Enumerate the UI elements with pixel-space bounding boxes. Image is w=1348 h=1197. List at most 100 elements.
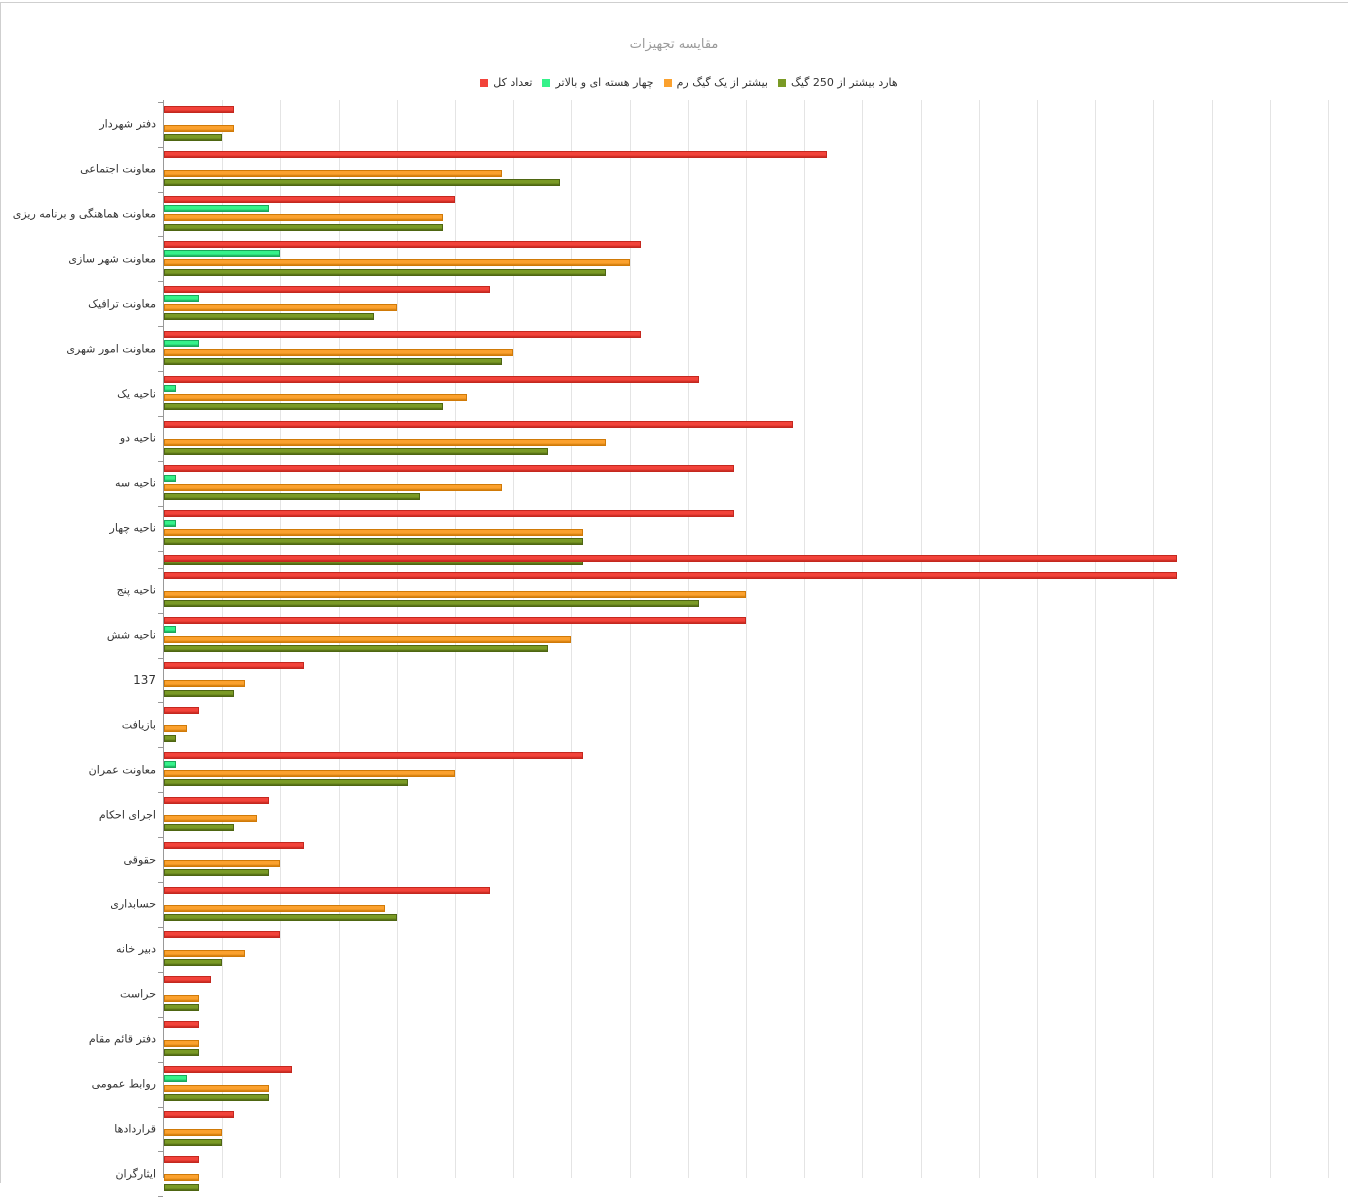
- legend-item-ram[interactable]: بیشتر از یک گیگ رم: [663, 76, 768, 89]
- bar-series-2[interactable]: [164, 394, 467, 401]
- bar-series-0[interactable]: [164, 465, 735, 473]
- bar-series-3[interactable]: [164, 268, 607, 276]
- bar-series-2[interactable]: [164, 815, 258, 823]
- bar-series-3[interactable]: [164, 599, 700, 607]
- bar-series-0[interactable]: [164, 375, 700, 383]
- bar-series-2[interactable]: [164, 590, 746, 598]
- bar-series-3[interactable]: [164, 824, 234, 832]
- legend-item-quad-core[interactable]: چهار هسته ای و بالاتر: [542, 76, 654, 89]
- bar-series-2[interactable]: [164, 860, 281, 867]
- legend: تعداد کل چهار هسته ای و بالاتر بیشتر از …: [0, 76, 1348, 89]
- axis-tick: [158, 550, 163, 552]
- bar-series-0[interactable]: [164, 886, 490, 894]
- bar-series-0[interactable]: [164, 196, 455, 203]
- bar-series-1[interactable]: [164, 205, 269, 213]
- bar-series-2[interactable]: [164, 1129, 223, 1137]
- bar-series-1[interactable]: [164, 474, 176, 482]
- bar-series-2[interactable]: [164, 770, 455, 778]
- bar-series-1[interactable]: [164, 250, 281, 258]
- bar-series-0[interactable]: [164, 751, 584, 759]
- bar-series-2[interactable]: [164, 259, 630, 267]
- bar-series-1[interactable]: [164, 295, 199, 302]
- bar-series-3[interactable]: [164, 223, 444, 231]
- bar-series-2[interactable]: [164, 994, 199, 1002]
- bar-series-3[interactable]: [164, 1183, 199, 1191]
- bar-series-0[interactable]: [164, 572, 1177, 580]
- legend-item-total[interactable]: تعداد کل: [480, 76, 532, 89]
- bar-series-0[interactable]: [164, 931, 281, 939]
- bar-series-1[interactable]: [164, 339, 199, 347]
- bar-series-2[interactable]: [164, 1084, 269, 1092]
- bar-series-3[interactable]: [164, 178, 560, 186]
- bar-series-0[interactable]: [164, 330, 642, 338]
- bar-series-0[interactable]: [164, 420, 793, 428]
- bar-series-0[interactable]: [164, 106, 234, 114]
- axis-tick: [158, 1106, 163, 1108]
- bar-series-0[interactable]: [164, 1021, 199, 1029]
- bar-series-3[interactable]: [164, 358, 502, 366]
- axis-tick: [158, 236, 163, 238]
- bar-series-1[interactable]: [164, 626, 176, 634]
- bar-series-0[interactable]: [164, 240, 642, 248]
- bar-series-2[interactable]: [164, 214, 444, 222]
- axis-tick: [158, 567, 163, 569]
- bar-series-2[interactable]: [164, 349, 514, 357]
- gridline: [1269, 100, 1271, 1178]
- bar-series-0[interactable]: [164, 796, 269, 804]
- bar-series-1[interactable]: [164, 761, 176, 768]
- bar-series-0[interactable]: [164, 1066, 293, 1074]
- bar-series-2[interactable]: [164, 949, 246, 957]
- bar-series-2[interactable]: [164, 1039, 199, 1047]
- bar-series-2[interactable]: [164, 635, 572, 643]
- legend-label: هارد بیشتر از 250 گیگ: [790, 76, 898, 89]
- bar-series-3[interactable]: [164, 403, 444, 411]
- bar-series-0[interactable]: [164, 151, 828, 159]
- bar-series-0[interactable]: [164, 662, 304, 669]
- bar-series-3[interactable]: [164, 779, 409, 787]
- bar-series-0[interactable]: [164, 841, 304, 849]
- bar-series-2[interactable]: [164, 528, 584, 536]
- bar-series-3[interactable]: [164, 869, 269, 877]
- bar-series-1[interactable]: [164, 519, 176, 527]
- bar-series-3[interactable]: [164, 1093, 269, 1101]
- bar-series-2[interactable]: [164, 169, 502, 177]
- bar-series-0[interactable]: [164, 285, 490, 293]
- axis-tick: [158, 1061, 163, 1063]
- bar-series-3[interactable]: [164, 1048, 199, 1056]
- bar-series-1[interactable]: [164, 1075, 188, 1083]
- category-label: ناحیه پنج: [116, 583, 156, 597]
- bar-series-3[interactable]: [164, 493, 421, 500]
- bar-series-3[interactable]: [164, 914, 397, 922]
- bar-artifact[interactable]: [164, 555, 1177, 563]
- bar-series-3[interactable]: [164, 734, 176, 742]
- legend-swatch-icon: [777, 78, 786, 87]
- legend-item-hdd[interactable]: هارد بیشتر از 250 گیگ: [777, 76, 898, 89]
- bar-series-2[interactable]: [164, 904, 386, 912]
- bar-series-3[interactable]: [164, 689, 234, 697]
- category-label: دفتر شهردار: [99, 117, 156, 131]
- bar-series-0[interactable]: [164, 1111, 234, 1118]
- bar-series-2[interactable]: [164, 725, 188, 733]
- bar-series-3[interactable]: [164, 959, 223, 966]
- bar-series-1[interactable]: [164, 384, 176, 392]
- axis-tick: [158, 191, 163, 193]
- bar-series-3[interactable]: [164, 1138, 223, 1146]
- bar-series-0[interactable]: [164, 1155, 199, 1163]
- bar-series-2[interactable]: [164, 483, 502, 491]
- bar-series-2[interactable]: [164, 680, 246, 688]
- bar-series-0[interactable]: [164, 706, 199, 714]
- bar-series-2[interactable]: [164, 124, 234, 132]
- bar-series-3[interactable]: [164, 1003, 199, 1011]
- bar-series-0[interactable]: [164, 617, 746, 625]
- bar-series-3[interactable]: [164, 133, 223, 141]
- bar-series-3[interactable]: [164, 537, 584, 545]
- bar-series-3[interactable]: [164, 448, 549, 456]
- bar-series-0[interactable]: [164, 510, 735, 518]
- category-label: ناحیه دو: [119, 431, 156, 445]
- bar-series-2[interactable]: [164, 304, 397, 312]
- legend-swatch-icon: [663, 78, 672, 87]
- bar-series-3[interactable]: [164, 313, 374, 321]
- bar-series-2[interactable]: [164, 438, 607, 446]
- bar-series-3[interactable]: [164, 644, 549, 652]
- bar-series-0[interactable]: [164, 976, 211, 984]
